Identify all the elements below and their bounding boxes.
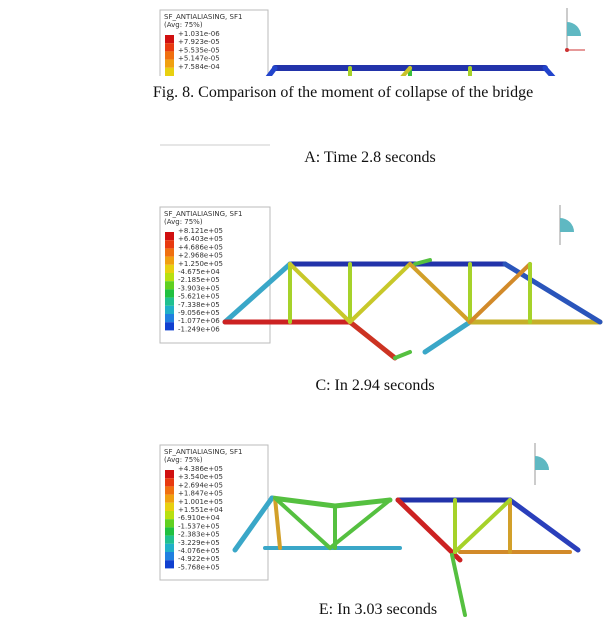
legend-swatch bbox=[165, 544, 174, 552]
legend-value: -3.903e+05 bbox=[178, 284, 220, 292]
bridge-c bbox=[225, 260, 600, 358]
legend-swatch bbox=[165, 289, 174, 297]
legend-swatch bbox=[165, 470, 174, 478]
legend-swatch bbox=[165, 527, 174, 535]
legend-value: +6.403e+05 bbox=[178, 235, 223, 243]
panel-label: C: In 2.94 seconds bbox=[315, 377, 434, 394]
legend-swatch bbox=[165, 43, 174, 51]
legend-value: -5.768e+05 bbox=[178, 563, 220, 571]
legend-swatch bbox=[165, 314, 174, 322]
legend-swatch bbox=[165, 232, 174, 240]
legend-swatch bbox=[165, 536, 174, 544]
legend-swatch bbox=[165, 486, 174, 494]
legend-value: -4.922e+05 bbox=[178, 555, 220, 563]
legend-title: SF_ANTIALIASING, SF1 bbox=[164, 210, 242, 218]
legend-value: -4.076e+05 bbox=[178, 547, 220, 555]
legend-swatch bbox=[165, 495, 174, 503]
legend-swatch bbox=[165, 306, 174, 314]
legend-swatch bbox=[165, 322, 174, 330]
legend-value: +1.847e+05 bbox=[178, 490, 223, 498]
legend-value: -2.383e+05 bbox=[178, 531, 220, 539]
panel-label: E: In 3.03 seconds bbox=[319, 601, 437, 618]
legend-value: -7.338e+05 bbox=[178, 301, 220, 309]
legend-value: -6.910e+04 bbox=[178, 514, 220, 522]
legend-value: -2.185e+05 bbox=[178, 276, 220, 284]
legend-value: +1.250e+05 bbox=[178, 260, 223, 268]
legend-value: +2.694e+05 bbox=[178, 481, 223, 489]
legend-swatch bbox=[165, 519, 174, 527]
legend-value: -3.229e+05 bbox=[178, 539, 220, 547]
legend-subtitle: (Avg: 75%) bbox=[164, 218, 203, 226]
panel-label: A: Time 2.8 seconds bbox=[304, 149, 436, 166]
legend-subtitle: (Avg: 75%) bbox=[164, 21, 203, 29]
legend-swatch bbox=[165, 511, 174, 519]
legend-value: -1.077e+06 bbox=[178, 317, 220, 325]
legend-swatch bbox=[165, 552, 174, 560]
legend-title: SF_ANTIALIASING, SF1 bbox=[164, 13, 242, 21]
legend-swatch bbox=[165, 503, 174, 511]
legend-swatch bbox=[165, 248, 174, 256]
axis-icon bbox=[560, 205, 574, 245]
legend-value: +5.147e-05 bbox=[178, 55, 220, 63]
axis-icon bbox=[565, 8, 585, 52]
legend-value: +1.031e-06 bbox=[178, 30, 220, 38]
legend-value: +2.968e+05 bbox=[178, 252, 223, 260]
legend-title: SF_ANTIALIASING, SF1 bbox=[164, 448, 242, 456]
bridge-a bbox=[160, 10, 560, 90]
legend-swatch bbox=[165, 51, 174, 59]
legend-swatch bbox=[165, 298, 174, 306]
figure-caption: Fig. 8. Comparison of the moment of coll… bbox=[153, 84, 533, 101]
legend-value: +4.386e+05 bbox=[178, 465, 223, 473]
legend-value: +4.686e+05 bbox=[178, 243, 223, 251]
legend-swatch bbox=[165, 273, 174, 281]
legend-subtitle: (Avg: 75%) bbox=[164, 456, 203, 464]
legend-swatch bbox=[165, 35, 174, 43]
legend-swatch bbox=[165, 478, 174, 486]
legend-value: -1.249e+06 bbox=[178, 325, 220, 333]
legend-swatch bbox=[165, 240, 174, 248]
legend-value: +3.540e+05 bbox=[178, 473, 223, 481]
legend-value: +7.923e-05 bbox=[178, 38, 220, 46]
bridge-e bbox=[235, 498, 578, 615]
figure-page: Fig. 8. Comparison of the moment of coll… bbox=[0, 0, 613, 624]
legend-value: -5.621e+05 bbox=[178, 293, 220, 301]
legend-swatch bbox=[165, 68, 174, 76]
legend-swatch bbox=[165, 265, 174, 273]
legend-value: -9.056e+05 bbox=[178, 309, 220, 317]
legend-value: +5.535e-05 bbox=[178, 46, 220, 54]
legend-value: -4.675e+04 bbox=[178, 268, 220, 276]
legend-value: +7.584e-04 bbox=[178, 63, 220, 71]
legend-swatch bbox=[165, 60, 174, 68]
legend-value: +1.551e+04 bbox=[178, 506, 224, 514]
axis-icon bbox=[535, 443, 549, 485]
legend-value: -1.537e+05 bbox=[178, 522, 220, 530]
legend-swatch bbox=[165, 560, 174, 568]
legend-value: +1.001e+05 bbox=[178, 498, 223, 506]
legend-swatch bbox=[165, 281, 174, 289]
legend-swatch bbox=[165, 257, 174, 265]
legend-value: +8.121e+05 bbox=[178, 227, 223, 235]
